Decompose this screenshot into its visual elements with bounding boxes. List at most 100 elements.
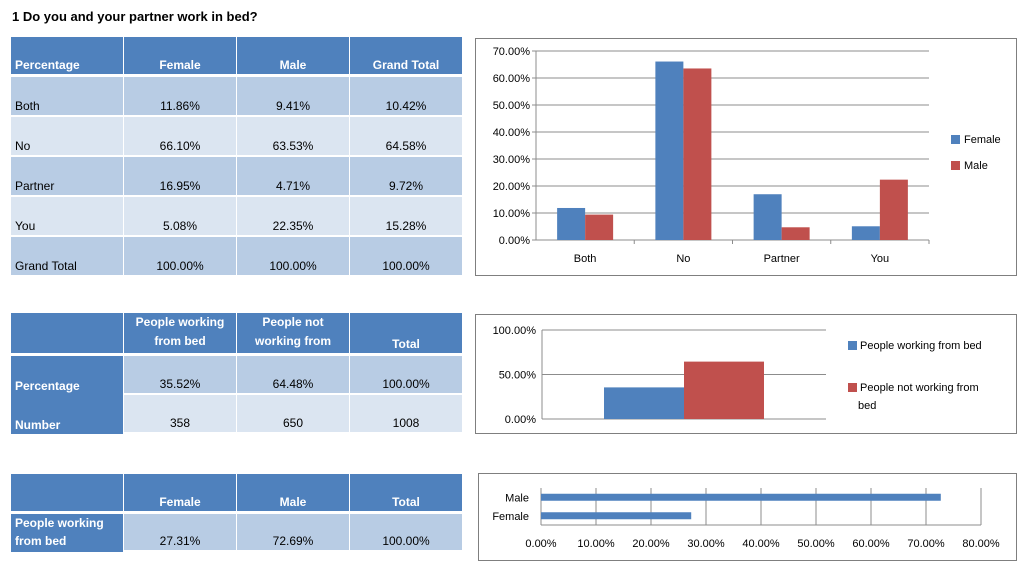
y-tick-label: 0.00%: [505, 414, 536, 426]
chart-working-from-bed: 0.00% 50.00% 100.00% People working from be…: [475, 314, 1017, 434]
x-tick-label: 40.00%: [742, 538, 780, 550]
chart-gender-working-from-bed-svg: 0.00% 10.00% 20.00% 30.00% 40.00% 50.00% 60.00…: [492, 488, 1000, 550]
bar-female-partner: [753, 194, 782, 240]
x-tick-label: Partner: [764, 253, 800, 265]
table-cell: 15.28%: [350, 197, 462, 237]
page-title: 1 Do you and your partner work in bed?: [12, 9, 258, 24]
y-tick-label: 50.00%: [499, 370, 537, 382]
bar-working: [604, 387, 684, 419]
table-row-label: People working from bed: [11, 514, 123, 552]
chart-working-from-bed-svg: 0.00% 50.00% 100.00% People working from be…: [493, 325, 982, 426]
table-cell: 9.72%: [350, 157, 462, 197]
table-cell: 100.00%: [350, 514, 462, 552]
table-row-label: Both: [11, 77, 123, 117]
y-tick-label: 50.00%: [493, 100, 531, 112]
gender-working-from-bed-table: Female Male Total People working from be…: [10, 474, 463, 552]
bar-male-you: [879, 179, 908, 240]
table-cell: 72.69%: [237, 514, 349, 552]
x-tick-label: 80.00%: [962, 538, 1000, 550]
legend-label: Male: [964, 160, 988, 172]
y-tick-label: 0.00%: [499, 235, 530, 247]
table3-header-male: Male: [237, 474, 349, 514]
table-row-label: You: [11, 197, 123, 237]
table-cell: 27.31%: [124, 514, 236, 552]
table2-header-not-working: People not working from: [237, 313, 349, 356]
table-cell: 10.42%: [350, 77, 462, 117]
table2-header-blank: [11, 313, 123, 356]
table-row-label: Percentage: [11, 356, 123, 395]
table3-header-female: Female: [124, 474, 236, 514]
y-tick-label: 70.00%: [493, 46, 531, 58]
table-cell: 11.86%: [124, 77, 236, 117]
x-tick-label: No: [676, 253, 690, 265]
bar-female: [541, 512, 692, 520]
bar-not-working: [684, 361, 764, 419]
y-tick-label: 30.00%: [493, 154, 531, 166]
y-tick-label: 60.00%: [493, 73, 531, 85]
x-tick-label: 60.00%: [852, 538, 890, 550]
y-tick-label: 10.00%: [493, 208, 531, 220]
y-tick-label: 100.00%: [493, 325, 537, 337]
x-tick-label: 30.00%: [687, 538, 725, 550]
table-cell: 35.52%: [124, 356, 236, 395]
table3-header-total: Total: [350, 474, 462, 514]
chart-gender-by-answer-svg: 0.00% 10.00% 20.00% 30.00% 40.00% 50.00% 60.00…: [493, 46, 1001, 265]
table-cell: 16.95%: [124, 157, 236, 197]
chart-gender-working-from-bed: 0.00% 10.00% 20.00% 30.00% 40.00% 50.00% 60.00…: [478, 473, 1017, 561]
bar-female-you: [851, 226, 880, 240]
x-tick-label: 50.00%: [797, 538, 835, 550]
y-tick-label: 40.00%: [493, 127, 531, 139]
table3-header-blank: [11, 474, 123, 514]
bar-female-both: [557, 207, 586, 240]
bar-male-partner: [781, 227, 810, 240]
x-tick-label: You: [871, 253, 890, 265]
legend-swatch: [848, 341, 857, 350]
x-tick-label: 70.00%: [907, 538, 945, 550]
x-tick-label: 0.00%: [525, 538, 556, 550]
legend-swatch: [951, 161, 960, 170]
table-cell: 100.00%: [350, 356, 462, 395]
y-tick-label: 20.00%: [493, 181, 531, 193]
bar-male-both: [585, 214, 614, 240]
table-cell: 9.41%: [237, 77, 349, 117]
table1-header-male: Male: [237, 37, 349, 77]
table1-header-grand-total: Grand Total: [350, 37, 462, 77]
table1-header-percentage: Percentage: [11, 37, 123, 77]
table-cell: 5.08%: [124, 197, 236, 237]
legend-label: People working from bed: [860, 340, 982, 352]
table-cell: 100.00%: [237, 237, 349, 277]
table-cell: 63.53%: [237, 117, 349, 157]
legend-label: People not working from bed: [858, 382, 979, 412]
table-cell: 64.58%: [350, 117, 462, 157]
y-tick-label: Male: [505, 492, 529, 504]
table2-header-working: People working from bed: [124, 313, 236, 356]
bar-female-no: [655, 61, 684, 240]
table-cell: 100.00%: [350, 237, 462, 277]
table-row-label: Number: [11, 395, 123, 434]
legend-label: Female: [964, 134, 1001, 146]
x-tick-label: Both: [574, 253, 597, 265]
bar-male: [541, 493, 941, 501]
table-cell: 4.71%: [237, 157, 349, 197]
table-cell: 64.48%: [237, 356, 349, 395]
legend-label-line: People working from bed: [860, 340, 982, 352]
working-from-bed-table: People working from bed People not worki…: [10, 313, 463, 434]
table-cell: 1008: [350, 395, 462, 434]
table-cell: 22.35%: [237, 197, 349, 237]
legend-swatch: [848, 383, 857, 392]
table2-header-total: Total: [350, 313, 462, 356]
table-row-label: No: [11, 117, 123, 157]
table-cell: 66.10%: [124, 117, 236, 157]
chart-gender-by-answer: 0.00% 10.00% 20.00% 30.00% 40.00% 50.00% 60.00…: [475, 38, 1017, 276]
table1-header-female: Female: [124, 37, 236, 77]
table-cell: 650: [237, 395, 349, 434]
table-cell: 100.00%: [124, 237, 236, 277]
gender-breakdown-table: Percentage Female Male Grand Total Both …: [10, 37, 463, 277]
legend-label-line: bed: [858, 400, 876, 412]
table-row-label: Grand Total: [11, 237, 123, 277]
table-row-label: Partner: [11, 157, 123, 197]
legend-label-line: People not working from: [860, 382, 979, 394]
bar-male-no: [683, 68, 712, 241]
x-tick-label: 20.00%: [632, 538, 670, 550]
legend-swatch: [951, 135, 960, 144]
